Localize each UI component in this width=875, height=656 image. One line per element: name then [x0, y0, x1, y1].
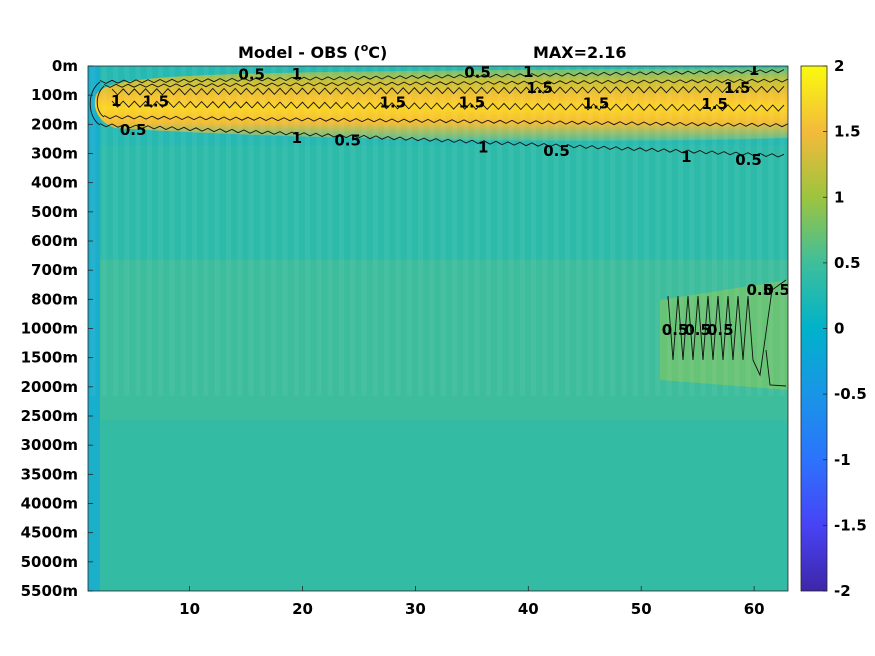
contour-1.5-lower [111, 100, 785, 112]
x-axis: 10 20 30 40 50 60 [179, 586, 765, 618]
colorbar-tick-label: 0.5 [834, 254, 861, 272]
y-tick-label: 700m [31, 261, 78, 279]
contour-core-left-edge [89, 81, 101, 126]
y-tick-label: 200m [31, 115, 78, 133]
contour-1-lower [103, 115, 788, 128]
contour-1.5-upper [111, 85, 785, 96]
colorbar-tick-label: -1.5 [834, 516, 867, 534]
y-tick-label: 500m [31, 203, 78, 221]
contour-label: 0.5 [334, 132, 361, 150]
contour-0.5-upper [99, 69, 785, 84]
max-label: MAX=2.16 [533, 43, 627, 62]
colorbar-tick-label: 2 [834, 57, 844, 75]
title-superscript: o [361, 41, 369, 54]
colorbar-tick-label: 0 [834, 320, 844, 338]
contour-label: 0.5 [662, 321, 689, 339]
contour-label: 1 [111, 92, 121, 110]
contour-label: 0.5 [735, 151, 762, 169]
y-tick-label: 400m [31, 174, 78, 192]
contour-label: 0.5 [464, 64, 491, 82]
x-tick-label: 20 [292, 600, 313, 618]
y-tick-label: 300m [31, 145, 78, 163]
contour-label: 0.5 [543, 142, 570, 160]
y-tick-label: 0m [52, 57, 78, 75]
y-tick-label: 600m [31, 232, 78, 250]
y-axis: 0m 100m 200m 300m 400m 500m 600m 700m 800m 1000m 1… [21, 57, 93, 600]
x-tick-label: 10 [179, 600, 200, 618]
contour-label: 0.5 [763, 281, 790, 299]
contour-label: 1.5 [380, 93, 407, 111]
contour-label: 1.5 [583, 94, 610, 112]
contour-label: 1 [292, 129, 302, 147]
colorbar-tick-label: 1.5 [834, 123, 861, 141]
contour-label: 0.5 [238, 66, 265, 84]
colorbar-tick-label: -2 [834, 582, 851, 600]
title-suffix: C) [368, 43, 387, 62]
x-tick-label: 40 [518, 600, 539, 618]
x-tick-label: 30 [405, 600, 426, 618]
title-prefix: Model - OBS ( [238, 43, 361, 62]
y-tick-label: 4000m [21, 495, 78, 513]
colorbar: 2 1.5 1 0.5 0 -0.5 -1 -1.5 -2 [800, 57, 867, 600]
contours [89, 69, 788, 387]
colorbar-tick-label: 1 [834, 188, 844, 206]
contour-label: 1.5 [142, 92, 169, 110]
vertical-stripes [88, 66, 788, 396]
y-tick-label: 3000m [21, 436, 78, 454]
contour-label: 1 [292, 65, 302, 83]
contour-0.5-deep [667, 279, 787, 377]
y-tick-label: 5500m [21, 582, 78, 600]
y-tick-label: 2000m [21, 378, 78, 396]
plot-area: 0.5 1 0.5 1 11.5 1.51 1.5 1.5 1.5 1.5 1.50.5 1 0.5 1 0… [88, 61, 790, 591]
y-tick-label: 5000m [21, 553, 78, 571]
deep-band [88, 420, 788, 591]
x-tick-label: 50 [631, 600, 652, 618]
contour-label: 0.5 [707, 321, 734, 339]
y-tick-label: 100m [31, 86, 78, 104]
y-tick-label: 3500m [21, 465, 78, 483]
colorbar-tick-label: -0.5 [834, 385, 867, 403]
contour-label: 0.5 [684, 321, 711, 339]
y-tick-label: 800m [31, 290, 78, 308]
contour-label: 1 [523, 63, 533, 81]
y-tick-label: 1500m [21, 349, 78, 367]
contour-label: 1 [681, 148, 691, 166]
y-tick-label: 2500m [21, 407, 78, 425]
contour-0.5-lower [99, 123, 785, 158]
contour-label: 1.5 [724, 79, 751, 97]
colorbar-tick-label: -1 [834, 451, 851, 469]
contour-labels: 0.5 1 0.5 1 11.5 1.51 1.5 1.5 1.5 1.5 1.50.5 1 0.5 1 0… [111, 61, 790, 339]
contour-core-left-edge-inner [96, 85, 105, 118]
contour-1-upper [103, 78, 788, 88]
y-tick-label: 1000m [21, 320, 78, 338]
contour-label: 1 [749, 61, 759, 79]
contour-label: 1 [478, 138, 488, 156]
contour-label: 1.5 [526, 79, 553, 97]
colorbar-gradient [800, 65, 828, 592]
contour-0.5-deep-tail [765, 349, 787, 387]
y-tick-label: 4500m [21, 524, 78, 542]
contour-label: 0.5 [120, 121, 147, 139]
chart-title: Model - OBS (oC) [238, 41, 387, 62]
x-tick-label: 60 [744, 600, 765, 618]
contour-label: 0.5 [746, 281, 773, 299]
contour-label: 1.5 [701, 95, 728, 113]
colorbar-ticks: 2 1.5 1 0.5 0 -0.5 -1 -1.5 -2 [823, 57, 867, 600]
contour-label: 1.5 [459, 94, 486, 112]
